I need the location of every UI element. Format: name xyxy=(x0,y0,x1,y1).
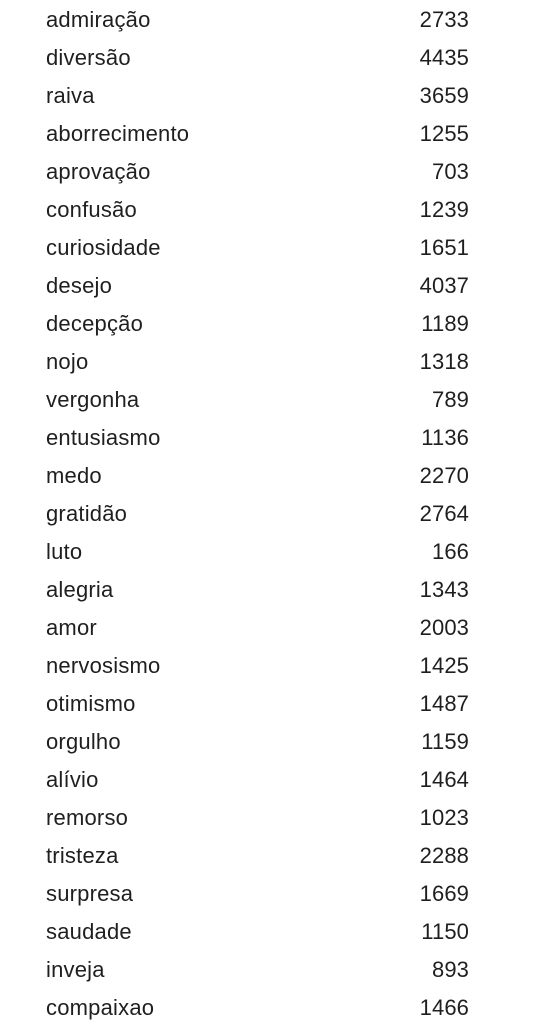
table-row: confusão 1239 xyxy=(0,191,544,229)
emotion-label: diversão xyxy=(46,45,131,70)
emotion-label: vergonha xyxy=(46,387,140,412)
emotion-label: confusão xyxy=(46,197,137,222)
emotion-label: otimismo xyxy=(46,691,136,716)
table-row: entusiasmo 1136 xyxy=(0,419,544,457)
emotion-label: decepção xyxy=(46,311,144,336)
table-row: medo 2270 xyxy=(0,457,544,495)
emotion-label: nervosismo xyxy=(46,653,161,678)
emotion-count: 1651 xyxy=(419,235,469,260)
emotion-count: 4435 xyxy=(419,45,469,70)
emotion-label: aprovação xyxy=(46,159,151,184)
emotion-count: 1136 xyxy=(421,425,469,450)
table-row: diversão 4435 xyxy=(0,39,544,77)
emotion-label: nojo xyxy=(46,349,89,374)
table-row: inveja 893 xyxy=(0,951,544,989)
emotion-label: tristeza xyxy=(46,843,119,868)
emotion-label: saudade xyxy=(46,919,132,944)
emotion-label: raiva xyxy=(46,83,95,108)
emotion-count: 1239 xyxy=(419,197,469,222)
emotion-label: admiração xyxy=(46,7,151,32)
emotion-count: 1343 xyxy=(419,577,469,602)
emotion-label: entusiasmo xyxy=(46,425,161,450)
table-row: nervosismo 1425 xyxy=(0,647,544,685)
table-row: surpresa 1669 xyxy=(0,875,544,913)
table-row: raiva 3659 xyxy=(0,77,544,115)
emotion-count: 1150 xyxy=(421,919,469,944)
table-row: otimismo 1487 xyxy=(0,685,544,723)
emotion-count: 2764 xyxy=(419,501,469,526)
table-row: compaixao 1466 xyxy=(0,989,544,1027)
emotion-label: gratidão xyxy=(46,501,128,526)
emotion-label: surpresa xyxy=(46,881,134,906)
table-row: curiosidade 1651 xyxy=(0,229,544,267)
emotion-count: 1255 xyxy=(419,121,469,146)
table-row: amor 2003 xyxy=(0,609,544,647)
emotion-label: compaixao xyxy=(46,995,155,1020)
emotion-label: luto xyxy=(46,539,83,564)
emotion-label: alegria xyxy=(46,577,114,602)
emotion-label: remorso xyxy=(46,805,129,830)
emotion-count: 1023 xyxy=(419,805,469,830)
table-row: luto 166 xyxy=(0,533,544,571)
table-row: decepção 1189 xyxy=(0,305,544,343)
emotion-label: inveja xyxy=(46,957,105,982)
table-row: tristeza 2288 xyxy=(0,837,544,875)
emotion-count: 1318 xyxy=(419,349,469,374)
emotion-count: 1466 xyxy=(419,995,469,1020)
emotion-label: medo xyxy=(46,463,102,488)
emotion-label: desejo xyxy=(46,273,113,298)
table-row: admiração 2733 xyxy=(0,1,544,39)
table-row: aborrecimento 1255 xyxy=(0,115,544,153)
emotion-label: alívio xyxy=(46,767,99,792)
emotion-count: 703 xyxy=(431,159,469,184)
emotion-label: orgulho xyxy=(46,729,121,754)
emotion-label: aborrecimento xyxy=(46,121,190,146)
emotion-count: 166 xyxy=(431,539,469,564)
emotion-count: 2288 xyxy=(419,843,469,868)
table-row: saudade 1150 xyxy=(0,913,544,951)
table-row: alegria 1343 xyxy=(0,571,544,609)
table-row: orgulho 1159 xyxy=(0,723,544,761)
table-row: nojo 1318 xyxy=(0,343,544,381)
emotion-count: 2733 xyxy=(419,7,469,32)
emotion-label: amor xyxy=(46,615,97,640)
emotion-count: 4037 xyxy=(419,273,469,298)
table-row: alívio 1464 xyxy=(0,761,544,799)
emotion-count: 1425 xyxy=(419,653,469,678)
emotion-count: 1464 xyxy=(419,767,469,792)
emotion-count: 2003 xyxy=(419,615,469,640)
emotion-count: 3659 xyxy=(419,83,469,108)
table-row: gratidão 2764 xyxy=(0,495,544,533)
emotion-count: 893 xyxy=(431,957,469,982)
emotion-count: 2270 xyxy=(419,463,469,488)
emotion-label: curiosidade xyxy=(46,235,161,260)
table-row: aprovação 703 xyxy=(0,153,544,191)
table-row: remorso 1023 xyxy=(0,799,544,837)
emotion-count: 1159 xyxy=(421,729,469,754)
emotion-count: 1189 xyxy=(421,311,469,336)
emotion-count: 1669 xyxy=(419,881,469,906)
emotion-count: 1487 xyxy=(419,691,469,716)
table-row: vergonha 789 xyxy=(0,381,544,419)
table-row: desejo 4037 xyxy=(0,267,544,305)
emotion-count: 789 xyxy=(431,387,469,412)
